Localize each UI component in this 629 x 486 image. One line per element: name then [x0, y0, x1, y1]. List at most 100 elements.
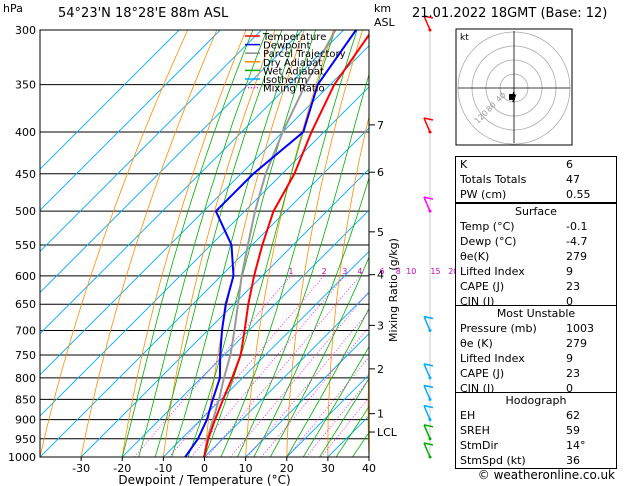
- pressure-tick-label: 950: [15, 433, 36, 446]
- km-tick-label: 7: [377, 119, 384, 132]
- wind-barb-flag: [423, 196, 434, 200]
- surface-label: Dewp (°C): [460, 235, 517, 248]
- location-text: 54°23'N 18°28'E 88m ASL: [58, 6, 229, 21]
- storm-motion-marker: [509, 94, 515, 100]
- hodograph-title: Hodograph: [505, 394, 567, 407]
- wind-barb-dot: [428, 376, 432, 380]
- mu-label: CIN (J): [460, 382, 495, 395]
- table-row: Dewp (°C) -4.7: [456, 234, 616, 249]
- wind-barb-flag: [423, 15, 434, 19]
- most-unstable-table: Most Unstable Pressure (mb) 1003 θe (K) 27…: [455, 305, 617, 397]
- surface-label: θe(K): [460, 250, 490, 263]
- mixing-ratio-line: [286, 356, 369, 457]
- table-row: Lifted Index 9: [456, 351, 616, 366]
- pressure-tick-label: 900: [15, 414, 36, 427]
- table-row: Pressure (mb) 1003: [456, 321, 616, 336]
- wind-barb-flag: [423, 404, 434, 409]
- km-tick-label: 4: [377, 269, 384, 282]
- isotherm-line: [40, 127, 369, 457]
- wind-barb: [423, 15, 431, 31]
- isotherm-line: [80, 168, 369, 457]
- hodo-label: EH: [460, 409, 476, 422]
- pressure-tick-label: 850: [15, 393, 36, 406]
- legend-label: Parcel Trajectory: [263, 49, 346, 60]
- legend-label: Isotherm: [263, 75, 307, 86]
- table-row: CAPE (J) 23: [456, 279, 616, 294]
- pressure-tick-label: 550: [15, 239, 36, 252]
- isotherm-line: [40, 30, 303, 294]
- pressure-tick-label: 750: [15, 349, 36, 362]
- pressure-tick-label: 500: [15, 205, 36, 218]
- dry-adiabat-line: [245, 30, 334, 457]
- isotherm-line: [40, 45, 369, 376]
- pressure-tick-label: 700: [15, 325, 36, 338]
- mu-label: Pressure (mb): [460, 322, 537, 335]
- surface-table: Surface Temp (°C) -0.1 Dewp (°C) -4.7 θe(K…: [455, 203, 617, 310]
- index-value: 0.55: [566, 188, 591, 201]
- isotherm-line: [245, 332, 369, 457]
- mixing-ratio-axis-label: Mixing Ratio (g/kg): [387, 238, 400, 342]
- km-tick-label: 1: [377, 408, 384, 421]
- mixing-ratio-label: 20: [448, 267, 458, 276]
- wind-barb-dot: [428, 418, 432, 422]
- mixing-ratio-label: 10: [406, 267, 416, 276]
- index-value: 6: [566, 158, 573, 171]
- hodo-label: StmDir: [460, 439, 499, 452]
- mixing-ratio-line: [247, 310, 369, 457]
- hodo-label: SREH: [460, 424, 490, 437]
- index-label: K: [460, 158, 468, 171]
- hodo-value: 14°: [566, 439, 586, 452]
- isotherm-line: [286, 374, 369, 457]
- isotherm-line: [163, 250, 369, 457]
- wind-barb: [423, 363, 431, 379]
- mixing-ratio-label: 6: [380, 267, 385, 276]
- wind-barb-flag: [423, 442, 434, 446]
- wind-barb: [423, 405, 431, 420]
- legend-label: Temperature: [262, 32, 326, 43]
- temp-tick-label: 40: [362, 462, 376, 475]
- temp-tick-label: 0: [201, 462, 208, 475]
- profiles: [184, 30, 369, 457]
- mixing-ratio-label: 8: [396, 267, 401, 276]
- table-row: CIN (J) 0: [456, 294, 616, 309]
- isotherm-line: [40, 30, 262, 253]
- pressure-tick-label: 450: [15, 168, 36, 181]
- mixing-ratio-label: 3: [342, 267, 347, 276]
- temp-tick-label: 30: [321, 462, 335, 475]
- temp-tick-label: -30: [72, 462, 90, 475]
- mixing-ratio-label: 2: [322, 267, 327, 276]
- km-label: km: [374, 2, 392, 15]
- wet-adiabat-line: [187, 30, 316, 457]
- copyright-footer: © weatheronline.co.uk: [477, 468, 615, 482]
- wet-adiabat-line: [253, 176, 369, 457]
- isotherm-line: [40, 30, 344, 335]
- legend-label: Dry Adiabat: [263, 58, 322, 69]
- dry-adiabat-line: [121, 30, 247, 457]
- mu-value: 279: [566, 337, 587, 350]
- hodo-value: 62: [566, 409, 580, 422]
- dewpoint-line: [184, 30, 357, 457]
- mixing-ratio-line: [133, 275, 292, 457]
- wind-barb: [423, 385, 431, 400]
- temp-tick-label: 20: [280, 462, 294, 475]
- surface-label: CIN (J): [460, 295, 495, 308]
- pressure-tick-label: 600: [15, 270, 36, 283]
- dry-adiabat-line: [407, 30, 450, 457]
- mixing-ratio-line: [230, 290, 369, 457]
- table-row: PW (cm) 0.55: [456, 187, 616, 202]
- index-value: 47: [566, 173, 580, 186]
- wind-barb-flag: [423, 117, 434, 121]
- isotherm-line: [40, 86, 369, 417]
- dry-adiabat-line: [327, 115, 369, 457]
- table-row: StmDir 14°: [456, 438, 616, 453]
- isotherm-line: [204, 291, 369, 457]
- surface-title: Surface: [515, 205, 557, 218]
- wind-barb-dot: [428, 209, 432, 213]
- hodo-label: StmSpd (kt): [460, 454, 526, 467]
- wind-barb-flag: [423, 424, 434, 428]
- wind-barb-dot: [428, 130, 432, 134]
- mixing-ratio-line: [206, 275, 361, 457]
- surface-value: 23: [566, 280, 580, 293]
- wet-adiabat-line: [138, 30, 268, 457]
